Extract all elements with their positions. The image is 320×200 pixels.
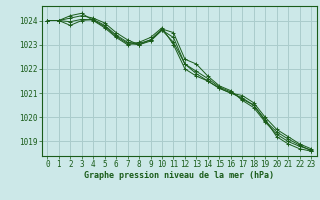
X-axis label: Graphe pression niveau de la mer (hPa): Graphe pression niveau de la mer (hPa) [84,171,274,180]
